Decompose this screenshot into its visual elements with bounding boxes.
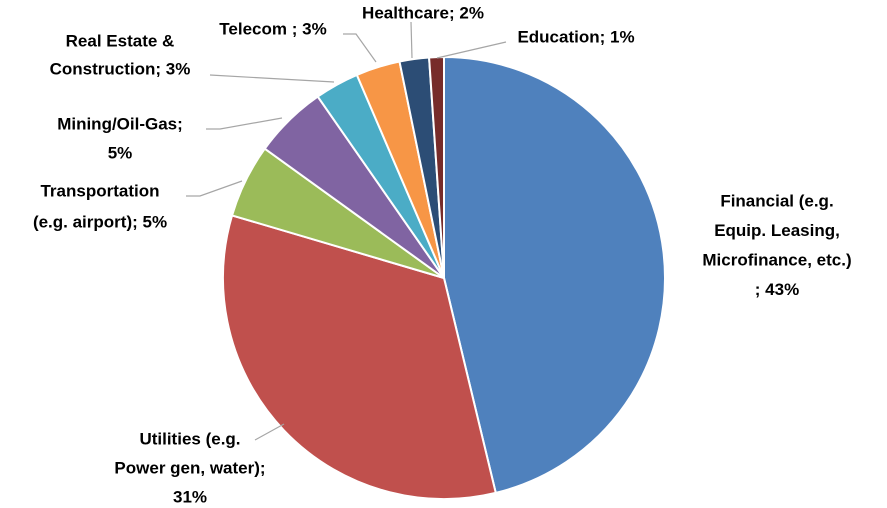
pie-slice — [443, 55, 666, 495]
leader-line — [206, 117, 283, 130]
pie-slice — [222, 214, 497, 500]
data-label: 5% — [108, 143, 133, 162]
data-label: Healthcare; 2% — [362, 3, 484, 22]
leader-line — [186, 180, 243, 197]
data-label: Financial (e.g. — [720, 191, 833, 210]
data-label: Education; 1% — [517, 27, 634, 46]
data-label: (e.g. airport); 5% — [33, 212, 167, 231]
leader-line — [209, 74, 335, 83]
data-label: Telecom ; 3% — [219, 19, 326, 38]
leader-line — [254, 423, 285, 441]
data-label: 31% — [173, 487, 207, 506]
leader-line — [343, 33, 377, 63]
data-label: Equip. Leasing, — [714, 221, 840, 240]
data-label: Utilities (e.g. — [139, 429, 240, 448]
data-label: Transportation — [40, 181, 159, 200]
data-label: Power gen, water); — [114, 458, 265, 477]
pie-slice — [428, 55, 445, 279]
leader-line — [410, 21, 413, 59]
data-label: Microfinance, etc.) — [702, 250, 851, 269]
data-label: ; 43% — [755, 280, 799, 299]
data-label: Mining/Oil-Gas; — [57, 114, 183, 133]
leader-line — [436, 41, 507, 59]
data-label: Construction; 3% — [50, 59, 191, 78]
data-label: Real Estate & — [66, 31, 175, 50]
